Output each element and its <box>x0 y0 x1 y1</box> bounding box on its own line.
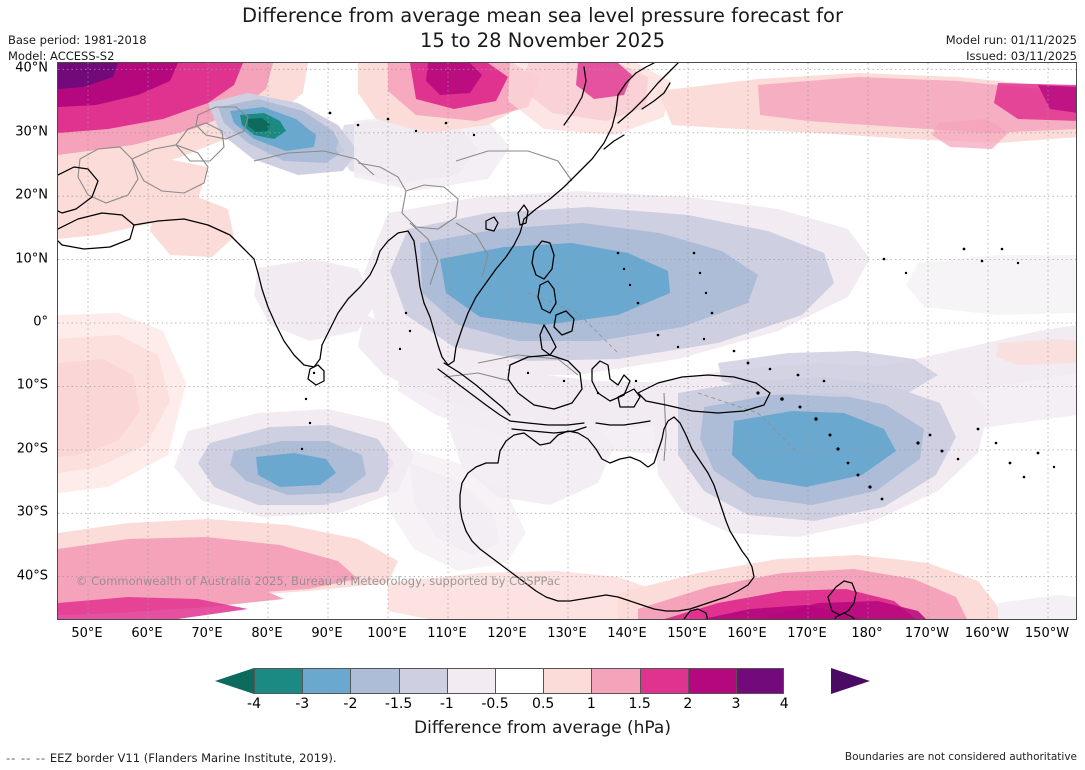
colorbar-tick-label: -2 <box>343 696 358 712</box>
metadata-left: Base period: 1981-2018 Model: ACCESS-S2 <box>8 33 147 64</box>
map-panel[interactable]: © Commonwealth of Australia 2025, Bureau… <box>57 62 1077 620</box>
x-axis-tick-label: 140°E <box>607 626 647 641</box>
country-borders <box>77 106 667 462</box>
issued-text: Issued: 03/11/2025 <box>966 48 1077 63</box>
y-axis-tick-label: 10°S <box>16 377 48 393</box>
colorbar-tick-label: -4 <box>247 696 261 712</box>
x-axis-tick-label: 150°W <box>1024 626 1070 641</box>
base-period-text: Base period: 1981-2018 <box>8 33 147 47</box>
colorbar-segment[interactable] <box>302 668 351 694</box>
x-axis-tick-label: 160°E <box>727 626 767 641</box>
colorbar-tick-label: -1.5 <box>384 696 413 712</box>
metadata-right: Model run: 01/11/2025 Issued: 03/11/2025 <box>946 33 1077 64</box>
x-axis-tick-label: 80°E <box>251 626 283 641</box>
x-axis-tick-label: 150°E <box>667 626 707 641</box>
y-axis-tick-label: 40°N <box>15 60 48 76</box>
x-axis-tick-label: 60°E <box>131 626 163 641</box>
graticule <box>58 63 1076 619</box>
colorbar-segment[interactable] <box>398 668 447 694</box>
title-line-1: Difference from average mean sea level p… <box>242 4 843 27</box>
anomaly-map <box>58 63 1076 619</box>
y-axis-tick-label: 20°S <box>16 441 48 457</box>
y-axis-tick-label: 10°N <box>15 251 48 267</box>
y-axis-tick-label: 0° <box>33 314 48 330</box>
x-axis-tick-label: 170°E <box>787 626 827 641</box>
y-axis-tick-label: 40°S <box>16 568 48 584</box>
x-axis-tick-label: 70°E <box>191 626 223 641</box>
colorbar-segment[interactable] <box>254 668 303 694</box>
colorbar-segment[interactable] <box>687 668 736 694</box>
colorbar-tick-label: 3 <box>731 696 741 712</box>
colorbar-segment[interactable] <box>591 668 640 694</box>
y-axis-tick-label: 30°N <box>15 124 48 140</box>
colorbar-tick-label: 1.5 <box>628 696 651 712</box>
colorbar-over-arrow <box>831 668 870 694</box>
x-axis-tick-label: 50°E <box>71 626 103 641</box>
eez-legend-label: EEZ border V11 (Flanders Marine Institut… <box>49 751 337 765</box>
x-axis-tick-label: 160°W <box>964 626 1010 641</box>
colorbar-tick-label: -1 <box>439 696 454 712</box>
colorbar-tick-label: 2 <box>683 696 693 712</box>
y-axis-tick-label: 30°S <box>16 504 48 520</box>
colorbar-segment[interactable] <box>639 668 688 694</box>
colorbar-tick-label: 1 <box>586 696 596 712</box>
colorbar-segment[interactable] <box>543 668 592 694</box>
colorbar-segment[interactable] <box>735 668 785 694</box>
x-axis-tick-label: 120°E <box>487 626 527 641</box>
colorbar-tick-label: 4 <box>779 696 789 712</box>
colorbar-segments[interactable] <box>254 668 785 694</box>
eez-borders <box>527 292 799 454</box>
colorbar-title: Difference from average (hPa) <box>414 718 671 738</box>
colorbar-under-arrow <box>215 668 254 694</box>
coastlines <box>58 63 1056 619</box>
x-axis-tick-label: 130°E <box>547 626 587 641</box>
disclaimer-text: Boundaries are not considered authoritat… <box>844 751 1077 763</box>
colorbar-segment[interactable] <box>446 668 495 694</box>
model-run-text: Model run: 01/11/2025 <box>945 33 1077 47</box>
x-axis-tick-label: 170°W <box>904 626 950 641</box>
map-frame <box>57 62 1077 620</box>
x-axis-tick-label: 180° <box>851 626 883 641</box>
colorbar-segment[interactable] <box>494 668 544 694</box>
eez-dash-sample: -- -- -- <box>6 751 47 765</box>
page-title: Difference from average mean sea level p… <box>0 3 1085 53</box>
eez-legend: -- -- -- EEZ border V11 (Flanders Marine… <box>6 751 337 765</box>
model-text: Model: ACCESS-S2 <box>8 48 115 63</box>
x-axis-tick-label: 100°E <box>367 626 407 641</box>
title-line-2: 15 to 28 November 2025 <box>419 29 666 52</box>
colorbar-tick-label: -0.5 <box>481 696 509 712</box>
colorbar-tick-label: -3 <box>295 696 310 712</box>
x-axis-tick-label: 110°E <box>427 626 467 641</box>
colorbar-tick-label: 0.5 <box>532 696 555 712</box>
anomaly-contours <box>58 63 1076 619</box>
y-axis-tick-label: 20°N <box>15 187 48 203</box>
colorbar[interactable]: -4 -3 -2 -1.5 -1 -0.5 0.5 1 1.5 2 3 4 <box>0 664 1085 712</box>
x-axis-tick-label: 90°E <box>311 626 343 641</box>
colorbar-segment[interactable] <box>350 668 399 694</box>
